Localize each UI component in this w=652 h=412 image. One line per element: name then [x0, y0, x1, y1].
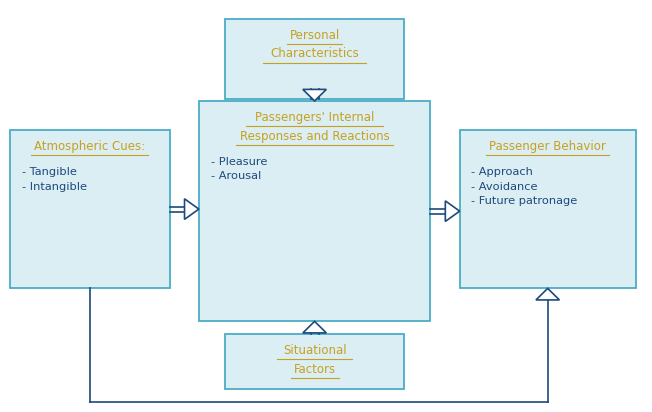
FancyBboxPatch shape [225, 19, 404, 99]
FancyBboxPatch shape [10, 130, 170, 288]
Text: Atmospheric Cues:: Atmospheric Cues: [34, 140, 145, 153]
Text: Situational: Situational [283, 344, 346, 357]
Text: Passenger Behavior: Passenger Behavior [489, 140, 606, 153]
FancyBboxPatch shape [460, 130, 636, 288]
FancyBboxPatch shape [199, 101, 430, 321]
Polygon shape [303, 321, 326, 333]
Text: Responses and Reactions: Responses and Reactions [240, 130, 389, 143]
Text: - Tangible
- Intangible: - Tangible - Intangible [22, 167, 87, 192]
Text: Personal: Personal [289, 29, 340, 42]
Text: Characteristics: Characteristics [270, 47, 359, 61]
Polygon shape [185, 199, 199, 220]
Polygon shape [445, 201, 460, 222]
Text: Factors: Factors [293, 363, 336, 376]
Text: Passengers' Internal: Passengers' Internal [255, 111, 374, 124]
Text: - Approach
- Avoidance
- Future patronage: - Approach - Avoidance - Future patronag… [471, 167, 578, 206]
Text: - Pleasure
- Arousal: - Pleasure - Arousal [211, 157, 267, 181]
Polygon shape [536, 288, 559, 300]
FancyBboxPatch shape [225, 334, 404, 389]
Polygon shape [303, 89, 326, 101]
